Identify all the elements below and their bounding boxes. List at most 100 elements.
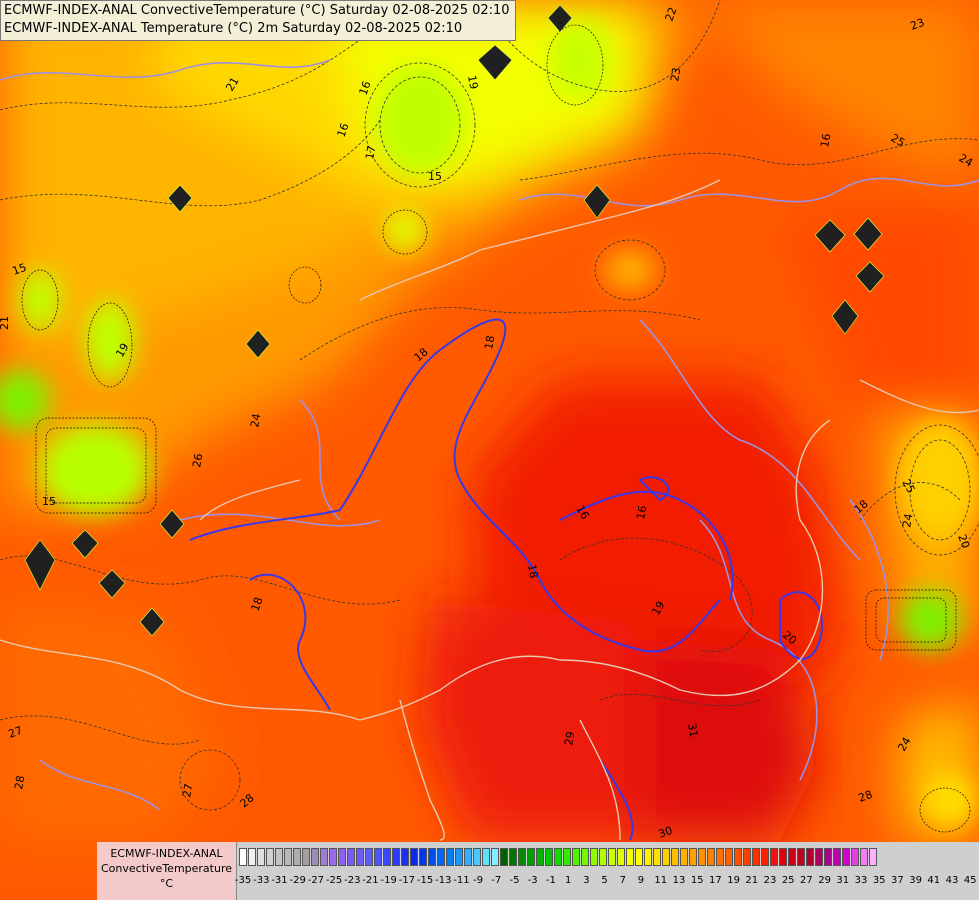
legend-tick: -31 [271, 875, 288, 886]
legend-swatch [626, 848, 634, 866]
contour-label: 18 [249, 595, 266, 613]
legend-tick: -19 [380, 875, 397, 886]
legend-swatch [644, 848, 652, 866]
legend-swatch [716, 848, 724, 866]
legend-tick: -25 [325, 875, 343, 886]
legend-tick: 15 [690, 875, 704, 886]
legend-swatch [455, 848, 463, 866]
legend-swatch [446, 848, 454, 866]
legend-tick: 37 [891, 875, 904, 886]
contour-label: 21 [0, 316, 11, 330]
legend-tick: -3 [527, 875, 538, 886]
legend-tick: 29 [818, 875, 831, 886]
legend-swatch [599, 848, 607, 866]
contour-label: 31 [685, 722, 700, 738]
legend-tick: 9 [637, 875, 645, 886]
legend-tick: 21 [745, 875, 759, 886]
legend-swatch [545, 848, 553, 866]
contour-label: 16 [634, 504, 649, 520]
contour-label: 19 [465, 74, 480, 90]
legend-tick: 43 [945, 875, 959, 886]
legend-tick: 27 [800, 875, 813, 886]
legend-swatch [779, 848, 787, 866]
legend-swatch [581, 848, 589, 866]
legend-swatch [437, 848, 445, 866]
legend-tick: 7 [619, 875, 626, 886]
legend-model: ECMWF-INDEX-ANAL [110, 847, 223, 860]
legend-swatch [527, 848, 535, 866]
legend-swatch [518, 848, 526, 866]
legend-tick: -1 [545, 875, 556, 886]
contour-label: 25 [899, 477, 917, 496]
legend-tick: -35 [234, 875, 252, 886]
contour-label: 17 [363, 144, 378, 160]
contour-label: 24 [900, 512, 915, 528]
contour-label: 21 [223, 75, 241, 94]
contour-label: 16 [357, 79, 374, 97]
legend-swatch [617, 848, 625, 866]
legend-swatch [338, 848, 346, 866]
contour-label: 15 [42, 495, 56, 508]
legend-tick: 31 [836, 875, 850, 886]
legend-tick: -23 [344, 875, 361, 886]
legend-swatch [428, 848, 436, 866]
contour-label: 20 [955, 533, 972, 551]
legend-tick: -27 [307, 875, 325, 886]
contour-label: 15 [11, 261, 29, 278]
legend-tick: -11 [453, 875, 470, 886]
legend-swatch [851, 848, 859, 866]
legend-tick: 5 [601, 875, 608, 886]
contour-label: 16 [335, 121, 352, 139]
legend-swatch [311, 848, 319, 866]
legend-swatch [536, 848, 544, 866]
legend-tick: -33 [253, 875, 270, 886]
legend-swatch [743, 848, 751, 866]
contour-labels: 21 16 16 17 15 19 23 22 23 25 24 16 18 1… [0, 5, 975, 840]
legend-tick: 3 [583, 875, 590, 886]
legend-swatch [320, 848, 328, 866]
legend-tick: -5 [509, 875, 520, 886]
legend-swatch [383, 848, 391, 866]
legend-tick: 13 [672, 875, 686, 886]
contour-label: 23 [909, 16, 927, 33]
legend-swatch [635, 848, 643, 866]
legend-swatch [563, 848, 571, 866]
contour-label: 30 [657, 824, 675, 841]
contour-label: 26 [190, 452, 205, 468]
contour-label: 24 [248, 412, 263, 428]
convective-patches [21, 4, 971, 833]
legend-swatch [842, 848, 850, 866]
legend-swatch [653, 848, 661, 866]
legend-tick: 41 [927, 875, 941, 886]
legend-swatch [815, 848, 823, 866]
contour-label: 16 [573, 503, 591, 522]
legend-swatch [329, 848, 337, 866]
legend-swatch [698, 848, 706, 866]
legend-swatch [869, 848, 877, 866]
contour-label: 23 [668, 66, 683, 82]
legend-swatch [572, 848, 580, 866]
legend-swatch [824, 848, 832, 866]
legend-tick: 33 [854, 875, 868, 886]
legend-swatch [419, 848, 427, 866]
title-line-temperature: ECMWF-INDEX-ANAL Temperature (°C) 2m Sat… [4, 21, 463, 36]
legend-swatch [590, 848, 598, 866]
legend-swatch [608, 848, 616, 866]
contour-label: 19 [113, 341, 131, 360]
legend-swatch [239, 848, 247, 866]
legend-swatch [491, 848, 499, 866]
legend-tick: -21 [362, 875, 379, 886]
legend-swatch [392, 848, 400, 866]
legend-tick: -15 [416, 875, 434, 886]
contour-label: 19 [649, 599, 667, 618]
color-legend: ECMWF-INDEX-ANAL ConvectiveTemperature °… [97, 842, 979, 900]
legend-swatch [401, 848, 409, 866]
legend-swatch [725, 848, 733, 866]
legend-swatch [806, 848, 814, 866]
legend-swatch [788, 848, 796, 866]
contour-label: 27 [180, 782, 195, 798]
legend-swatch [554, 848, 562, 866]
legend-swatch [680, 848, 688, 866]
legend-swatch [662, 848, 670, 866]
legend-label: ECMWF-INDEX-ANAL ConvectiveTemperature °… [97, 842, 237, 900]
